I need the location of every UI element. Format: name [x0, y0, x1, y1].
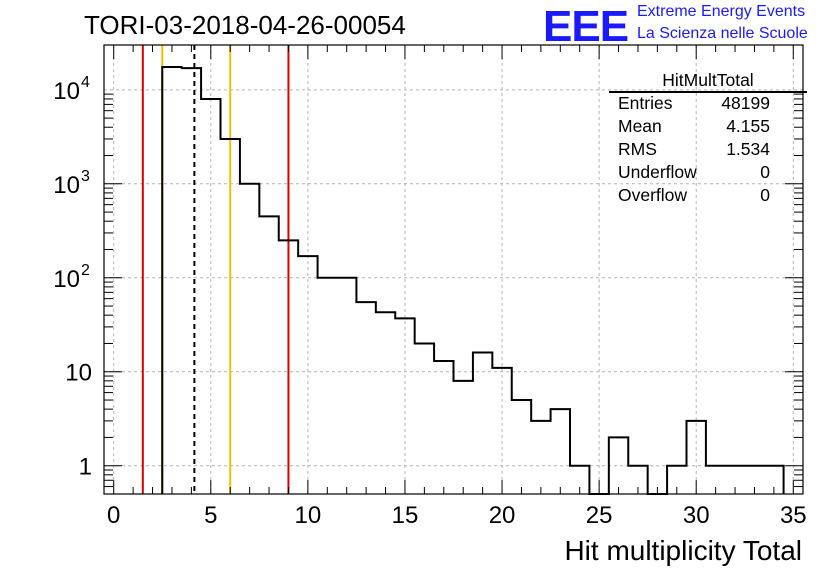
- y-tick-exponent: 4: [81, 74, 90, 91]
- stats-box: HitMultTotal Entries 48199 Mean 4.155 RMS 1…: [609, 70, 807, 208]
- x-tick-label: 10: [295, 502, 322, 529]
- axis-ticks: [104, 45, 803, 495]
- stats-label: Mean: [618, 116, 662, 136]
- y-tick-label: 10: [53, 172, 80, 199]
- x-tick-label: 35: [780, 502, 807, 529]
- x-axis-label: Hit multiplicity Total: [564, 535, 802, 566]
- stats-value: 48199: [721, 93, 770, 113]
- stats-title: HitMultTotal: [662, 70, 754, 90]
- stats-row: Overflow 0: [609, 185, 807, 208]
- logo-tagline-1: Extreme Energy Events: [637, 3, 806, 20]
- stats-value: 4.155: [726, 116, 770, 136]
- stats-label: Entries: [618, 93, 673, 113]
- stats-value: 0: [760, 162, 770, 182]
- y-tick-label: 1: [79, 454, 92, 481]
- stats-label: Overflow: [618, 185, 688, 205]
- x-tick-label: 20: [489, 502, 516, 529]
- eee-logo: EEE: [543, 2, 629, 51]
- x-tick-label: 25: [586, 502, 613, 529]
- stats-value: 0: [760, 185, 770, 205]
- stats-value: 1.534: [726, 139, 770, 159]
- plot-title: TORI-03-2018-04-26-00054: [84, 10, 406, 40]
- stats-label: RMS: [618, 139, 657, 159]
- x-tick-label: 30: [683, 502, 710, 529]
- y-tick-exponent: 3: [81, 168, 90, 185]
- stats-row: Mean 4.155: [609, 116, 807, 139]
- logo-tagline-2: La Scienza nelle Scuole: [637, 25, 808, 42]
- y-tick-label: 10: [65, 360, 92, 387]
- stats-row: Entries 48199: [609, 93, 807, 116]
- stats-row: RMS 1.534: [609, 139, 807, 162]
- stats-label: Underflow: [618, 162, 697, 182]
- marker-lines: [141, 45, 290, 494]
- stats-divider: [609, 91, 807, 93]
- grid-lines: [104, 45, 803, 494]
- stats-row: Underflow 0: [609, 162, 807, 185]
- plot-frame: [103, 44, 804, 495]
- y-tick-exponent: 2: [81, 262, 90, 279]
- x-tick-label: 15: [392, 502, 419, 529]
- y-tick-label: 10: [53, 266, 80, 293]
- y-tick-label: 10: [53, 78, 80, 105]
- x-tick-label: 5: [204, 502, 217, 529]
- x-tick-label: 0: [107, 502, 120, 529]
